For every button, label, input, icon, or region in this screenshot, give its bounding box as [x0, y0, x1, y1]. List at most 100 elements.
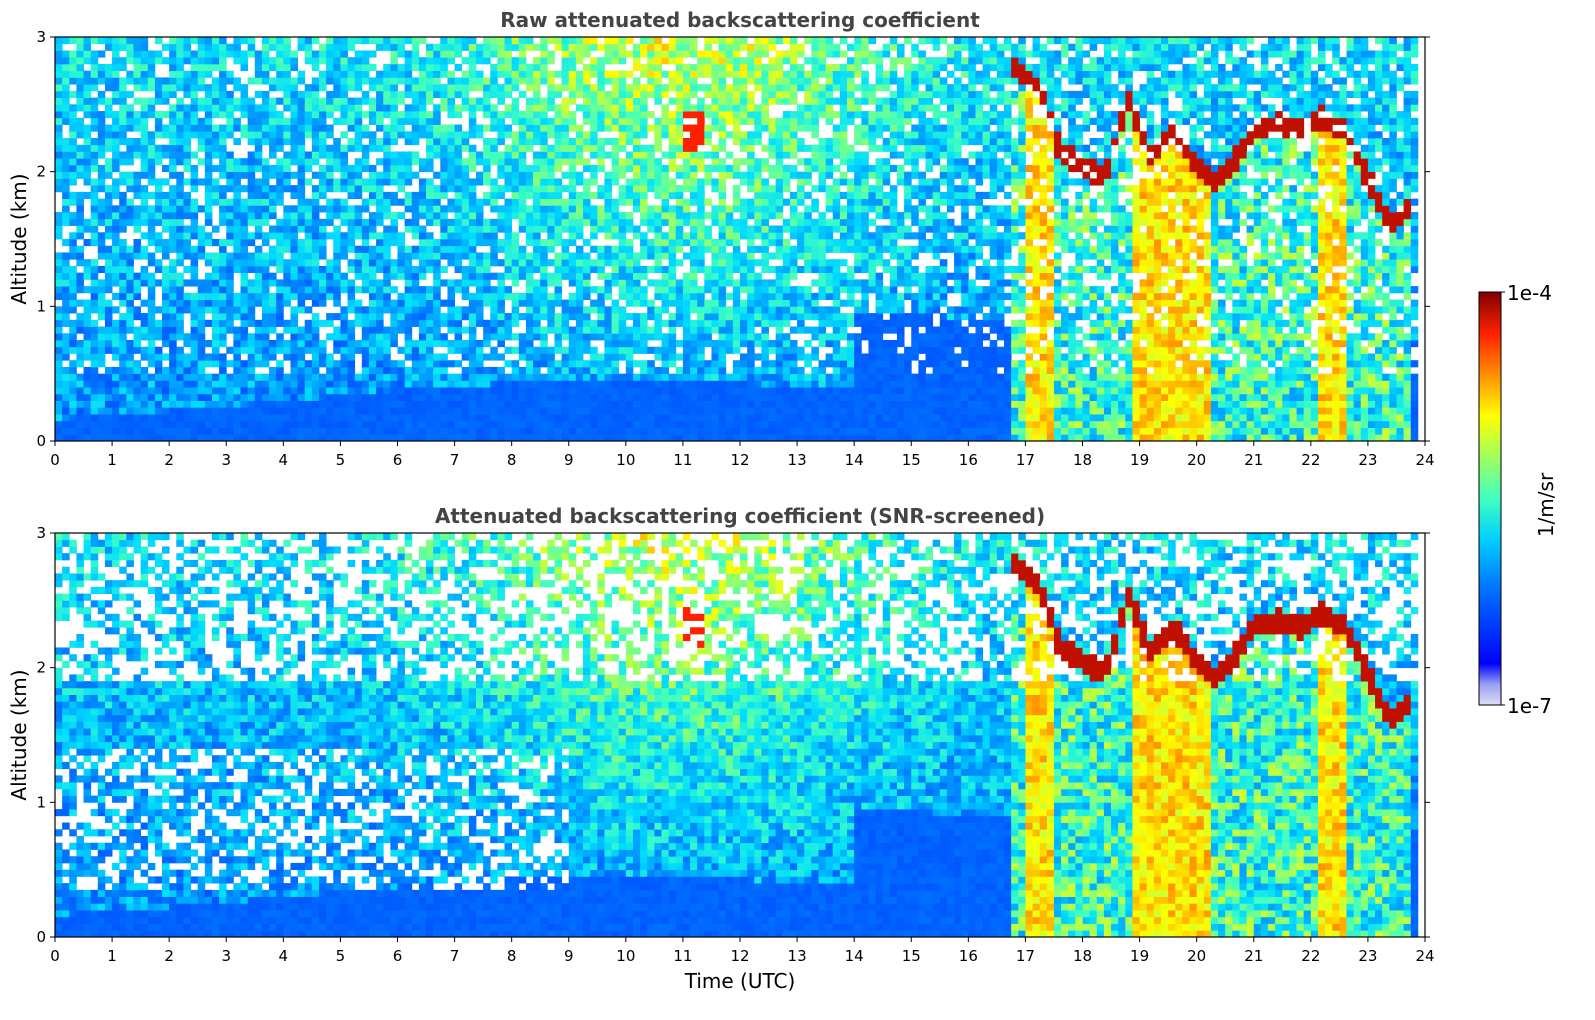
heatmap-cell	[140, 37, 149, 45]
heatmap-cell	[468, 333, 477, 341]
heatmap-cell	[361, 185, 370, 193]
heatmap-cell	[340, 90, 348, 98]
heatmap-cell	[304, 232, 313, 240]
heatmap-cell	[590, 191, 598, 199]
heatmap-cell	[740, 360, 748, 368]
heatmap-cell	[76, 191, 84, 199]
heatmap-cell	[390, 90, 398, 98]
heatmap-cell	[311, 84, 320, 92]
heatmap-cell	[468, 239, 477, 247]
heatmap-cell	[290, 360, 299, 368]
heatmap-cell	[725, 164, 734, 173]
heatmap-cell	[554, 138, 563, 146]
heatmap-cell	[640, 245, 648, 253]
heatmap-cell	[475, 84, 484, 92]
heatmap-cell	[126, 138, 134, 146]
heatmap-cell	[254, 111, 263, 119]
heatmap-cell	[618, 340, 627, 348]
heatmap-cell	[162, 191, 170, 199]
heatmap-cell	[269, 37, 277, 45]
heatmap-cell	[411, 346, 420, 354]
heatmap-cell	[197, 50, 206, 58]
heatmap-cell	[540, 286, 548, 294]
heatmap-cell	[490, 185, 498, 193]
heatmap-cell	[540, 299, 548, 307]
heatmap-cell	[390, 131, 398, 139]
heatmap-cell	[468, 306, 477, 314]
heatmap-cell	[219, 111, 227, 119]
heatmap-cell	[397, 97, 406, 105]
heatmap-cell	[725, 97, 734, 105]
heatmap-cell	[376, 340, 384, 348]
heatmap-cell	[554, 380, 563, 388]
heatmap-cell	[176, 77, 184, 85]
heatmap-cell	[740, 400, 748, 408]
heatmap-cell	[97, 420, 106, 428]
heatmap-cell	[632, 393, 641, 401]
heatmap-cell	[397, 90, 406, 98]
heatmap-cell	[140, 124, 149, 132]
heatmap-cell	[690, 70, 698, 78]
heatmap-cell	[211, 265, 220, 274]
heatmap-cell	[397, 373, 406, 381]
heatmap-cell	[319, 400, 327, 408]
heatmap-cell	[661, 151, 670, 159]
heatmap-cell	[447, 252, 455, 260]
heatmap-cell	[62, 414, 70, 422]
heatmap-cell	[311, 366, 320, 375]
heatmap-cell	[126, 43, 134, 51]
heatmap-cell	[83, 366, 92, 375]
heatmap-cell	[411, 245, 420, 253]
heatmap-cell	[632, 360, 641, 368]
heatmap-cell	[104, 366, 113, 375]
heatmap-cell	[361, 434, 370, 442]
heatmap-cell	[197, 299, 206, 307]
heatmap-cell	[104, 279, 113, 287]
heatmap-cell	[661, 279, 670, 287]
heatmap-cell	[326, 43, 334, 51]
heatmap-cell	[575, 366, 584, 375]
heatmap-cell	[340, 37, 348, 45]
heatmap-cell	[83, 373, 92, 381]
heatmap-cell	[254, 144, 263, 152]
heatmap-cell	[404, 380, 413, 388]
heatmap-cell	[740, 117, 748, 125]
heatmap-cell	[147, 84, 156, 92]
heatmap-cell	[740, 37, 748, 45]
heatmap-cell	[219, 191, 227, 199]
heatmap-cell	[575, 198, 584, 206]
heatmap-cell	[304, 366, 313, 375]
heatmap-cell	[682, 164, 691, 173]
heatmap-cell	[661, 50, 670, 58]
heatmap-cell	[461, 43, 470, 51]
heatmap-cell	[454, 43, 463, 51]
heatmap-cell	[140, 420, 149, 428]
heatmap-cell	[732, 158, 741, 166]
heatmap-cell	[682, 84, 691, 92]
heatmap-cell	[418, 292, 427, 300]
heatmap-cell	[126, 380, 134, 388]
heatmap-cell	[483, 265, 491, 274]
heatmap-cell	[140, 191, 149, 199]
heatmap-cell	[604, 400, 612, 408]
heatmap-cell	[219, 353, 227, 361]
heatmap-cell	[704, 178, 712, 186]
heatmap-cell	[668, 50, 677, 58]
heatmap-cell	[297, 178, 306, 186]
heatmap-cell	[104, 420, 113, 428]
heatmap-cell	[433, 245, 441, 253]
heatmap-cell	[176, 131, 184, 139]
heatmap-cell	[219, 387, 227, 395]
heatmap-cell	[333, 434, 341, 442]
heatmap-cell	[640, 90, 648, 98]
heatmap-cell	[190, 84, 199, 92]
heatmap-cell	[290, 90, 299, 98]
heatmap-cell	[575, 306, 584, 314]
heatmap-cell	[269, 326, 277, 334]
heatmap-cell	[162, 299, 170, 307]
heatmap-cell	[711, 90, 719, 98]
heatmap-cell	[490, 333, 498, 341]
heatmap-cell	[475, 97, 484, 105]
heatmap-cell	[97, 245, 106, 253]
heatmap-cell	[133, 84, 142, 92]
